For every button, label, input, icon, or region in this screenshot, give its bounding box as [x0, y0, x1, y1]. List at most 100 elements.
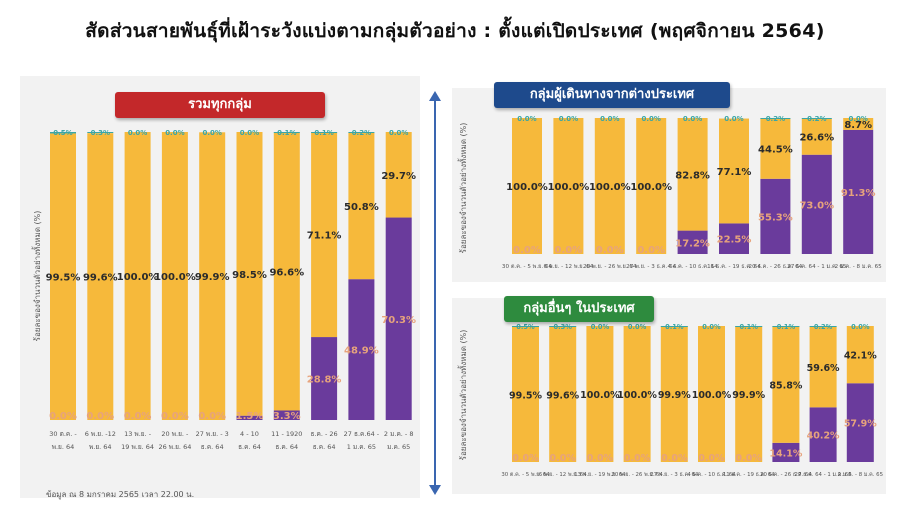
data-label-yellow: 42.1%: [844, 351, 877, 362]
x-tick-label-line2: 19 พ.ย. 64: [121, 443, 154, 451]
data-label-purple: 0.0%: [161, 411, 189, 422]
bar-segment-top: [760, 118, 791, 119]
data-label-yellow: 100.0%: [630, 182, 672, 193]
data-label-purple: 0.0%: [637, 245, 665, 256]
data-label-yellow: 100.0%: [506, 182, 548, 193]
bar-segment-yellow: [311, 132, 338, 338]
data-label-purple: 91.3%: [841, 188, 876, 199]
bar-segment-yellow: [385, 132, 412, 218]
data-label-yellow: 71.1%: [307, 231, 342, 242]
bar-segment-top: [512, 326, 539, 327]
data-label-top: 0.0%: [851, 323, 870, 331]
data-label-top: 0.0%: [128, 129, 147, 137]
data-label-purple: 70.3%: [381, 315, 416, 326]
data-label-top: 0.0%: [517, 115, 536, 123]
data-label-top: 0.2%: [766, 115, 785, 123]
bar-segment-yellow: [594, 118, 625, 254]
data-label-yellow: 98.5%: [232, 270, 267, 281]
data-label-top: 0.1%: [277, 129, 296, 137]
panel-title-all-groups: รวมทุกกลุ่ม: [115, 92, 325, 118]
data-label-top: 0.1%: [665, 323, 684, 331]
bar-segment-yellow: [809, 326, 837, 408]
bar-segment-purple: [772, 442, 800, 462]
x-tick-label: 11 ธ.ค. - 19 ธ.ค. 64: [707, 263, 761, 270]
x-tick-label: 20 พ.ย. - 26 พ.ย. 64: [611, 472, 663, 478]
panel-title-domestic: กลุ่มอื่นๆ ในประเทศ: [504, 296, 654, 322]
bar-segment-top: [311, 132, 338, 133]
x-tick-label-line2: ธ.ค. 64: [201, 443, 224, 451]
bar-segment-purple: [677, 230, 708, 254]
x-tick-label: 27 ธ.ค. 64 - 1 ม.ค. 65: [795, 471, 852, 478]
x-tick-label: 6 พ.ย. - 12 พ.ย. 64: [544, 264, 594, 270]
bar-segment-yellow: [549, 326, 577, 462]
bar-segment-yellow: [87, 133, 114, 421]
bar-segment-purple: [719, 223, 749, 254]
panel-title-travelers: กลุ่มผู้เดินทางจากต่างประเทศ: [494, 82, 730, 108]
bar-segment-yellow: [623, 326, 651, 462]
bar-segment-yellow: [512, 118, 542, 254]
bar-segment-yellow: [801, 118, 832, 155]
data-label-purple: 0.0%: [587, 453, 614, 464]
bar-segment-yellow: [50, 133, 76, 420]
x-tick-label: 11 ธ.ค. - 19 ธ.ค. 64: [723, 471, 775, 478]
main-title: สัดส่วนสายพันธุ์ที่เฝ้าระวังแบ่งตามกลุ่ม…: [85, 20, 825, 42]
x-tick-label: 4 - 10: [240, 430, 259, 438]
bar-segment-yellow: [698, 326, 725, 462]
data-label-purple: 55.3%: [758, 212, 793, 223]
data-label-purple: 0.0%: [596, 245, 624, 256]
bar-segment-yellow: [677, 118, 708, 231]
data-label-purple: 0.0%: [698, 453, 725, 464]
data-label-yellow: 26.6%: [799, 133, 834, 144]
data-label-top: 0.0%: [724, 115, 743, 123]
data-label-purple: 0.0%: [550, 453, 577, 464]
data-label-top: 0.3%: [91, 129, 110, 137]
data-label-purple: 73.0%: [799, 200, 834, 211]
data-label-yellow: 99.6%: [83, 273, 118, 284]
data-label-yellow: 100.0%: [117, 272, 159, 283]
data-label-top: 0.0%: [628, 323, 647, 331]
bar-segment-purple: [809, 407, 837, 462]
data-label-yellow: 82.8%: [675, 170, 710, 181]
x-tick-label: 27 ธ.ค. 64 - 1 ม.ค. 65: [787, 263, 847, 270]
data-label-top: 0.0%: [600, 115, 619, 123]
x-tick-label: 2 ม.ค. - 8: [384, 430, 414, 438]
bar-segment-top: [772, 326, 800, 327]
data-label-yellow: 99.5%: [46, 273, 81, 284]
bar-segment-purple: [348, 279, 375, 420]
x-tick-label: 6 พ.ย. -12: [85, 430, 116, 438]
data-label-purple: 28.8%: [307, 375, 342, 386]
bar-segment-purple: [311, 337, 338, 420]
arrow-down-icon: [429, 485, 441, 495]
x-tick-label: 20 ธ.ค. - 26 ธ.ค. 64: [760, 471, 812, 478]
bar-segment-purple: [385, 217, 412, 420]
x-tick-label: 11 - 1920: [271, 430, 302, 438]
bar-segment-yellow: [348, 132, 375, 280]
data-label-top: 0.5%: [516, 323, 535, 331]
y-axis-label: ร้อยละของจำนวนตัวอย่างทั้งหมด (%): [457, 123, 468, 254]
data-label-yellow: 85.8%: [769, 380, 802, 391]
bar-segment-top: [809, 326, 837, 327]
x-tick-label: 4 ธ.ค. - 10 ธ.ค. 64: [668, 263, 719, 270]
data-label-top: 0.2%: [352, 129, 371, 137]
data-label-top: 0.0%: [559, 115, 578, 123]
data-label-yellow: 59.6%: [807, 363, 840, 374]
data-label-yellow: 44.5%: [758, 145, 793, 156]
x-tick-label: 27 พ.ย. - 3 ธ.ค. 64: [650, 471, 699, 478]
data-label-yellow: 100.0%: [617, 390, 657, 401]
x-tick-label: 30 ต.ค. -: [49, 430, 77, 438]
data-label-yellow: 100.0%: [589, 182, 631, 193]
data-label-top: 0.0%: [641, 115, 660, 123]
bar-segment-yellow: [553, 118, 584, 254]
data-label-purple: 0.0%: [124, 411, 152, 422]
bar-segment-yellow: [735, 326, 763, 462]
data-label-top: 0.1%: [314, 129, 333, 137]
bar-segment-top: [348, 132, 375, 133]
data-label-yellow: 50.8%: [344, 202, 379, 213]
bar-segment-yellow: [719, 118, 749, 224]
x-tick-label: 27 พ.ย. - 3: [196, 430, 229, 438]
data-label-yellow: 99.9%: [732, 390, 765, 401]
data-label-purple: 17.2%: [675, 238, 710, 249]
bar-segment-yellow: [124, 132, 151, 420]
